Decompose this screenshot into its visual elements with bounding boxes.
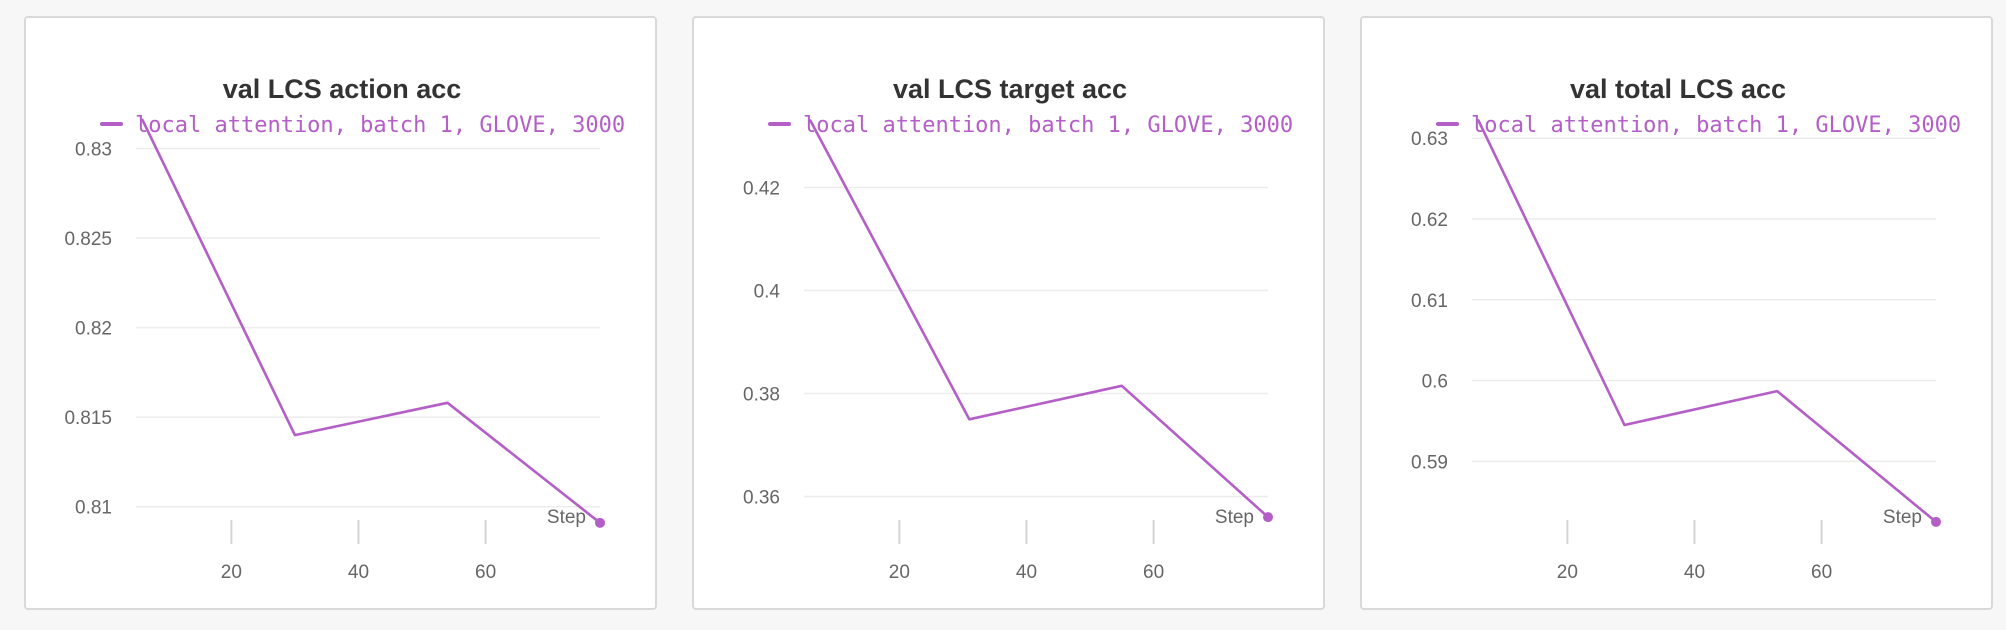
x-tick-label: 20 [221,562,242,583]
x-tick-label: 20 [889,562,910,583]
data-point [293,433,297,437]
y-tick-label: 0.81 [75,498,112,519]
chart-title: val LCS target acc [893,74,1127,104]
x-tick-label: 60 [1811,562,1832,583]
legend-label: local attention, batch 1, GLOVE, 3000 [803,113,1293,138]
y-tick-label: 0.36 [743,488,780,509]
chart-svg: val LCS target acc local attention, batch… [743,74,1293,583]
x-tick-label: 40 [1684,562,1705,583]
x-axis-label: Step [1215,507,1254,528]
data-point [808,119,812,123]
x-tick-label: 20 [1557,562,1578,583]
y-tick-label: 0.83 [75,139,112,160]
legend-label: local attention, batch 1, GLOVE, 3000 [135,113,625,138]
chart-panel-total-acc: val total LCS acc local attention, batch … [1360,16,1993,610]
chart-svg: val total LCS acc local attention, batch … [1411,74,1961,583]
x-axis-label: Step [1883,507,1922,528]
y-tick-label: 0.815 [64,408,112,429]
x-axis-label: Step [547,507,586,528]
data-point [1120,384,1124,388]
y-tick-label: 0.825 [64,229,112,250]
y-tick-label: 0.42 [743,179,780,200]
data-point [1476,118,1480,122]
data-point [1775,389,1779,393]
data-point [140,118,144,122]
series-line [809,119,1270,519]
x-tick-label: 40 [1016,562,1037,583]
data-point [1931,516,1941,527]
data-point [595,517,605,528]
chart-svg: val LCS action acc local attention, batch… [64,74,625,583]
data-point [1263,512,1273,523]
y-tick-label: 0.61 [1411,291,1448,312]
x-tick-label: 40 [348,562,369,583]
x-tick-label: 60 [1143,562,1164,583]
legend-label: local attention, batch 1, GLOVE, 3000 [1471,113,1961,138]
data-point [967,417,971,421]
y-tick-label: 0.82 [75,319,112,340]
series-line [1477,119,1938,524]
chart-title: val total LCS acc [1570,74,1786,104]
y-tick-label: 0.6 [1422,372,1448,393]
chart-panel-target-acc: val LCS target acc local attention, batch… [692,16,1325,610]
series-line [141,118,602,525]
x-tick-label: 60 [475,562,496,583]
chart-panel-action-acc: val LCS action acc local attention, batch… [24,16,657,610]
y-tick-label: 0.62 [1411,210,1448,231]
y-tick-label: 0.59 [1411,452,1448,473]
y-tick-label: 0.63 [1411,129,1448,150]
data-point [1623,423,1627,427]
y-tick-label: 0.38 [743,385,780,406]
y-tick-label: 0.4 [754,282,781,303]
chart-title: val LCS action acc [223,74,462,104]
data-point [445,401,449,405]
